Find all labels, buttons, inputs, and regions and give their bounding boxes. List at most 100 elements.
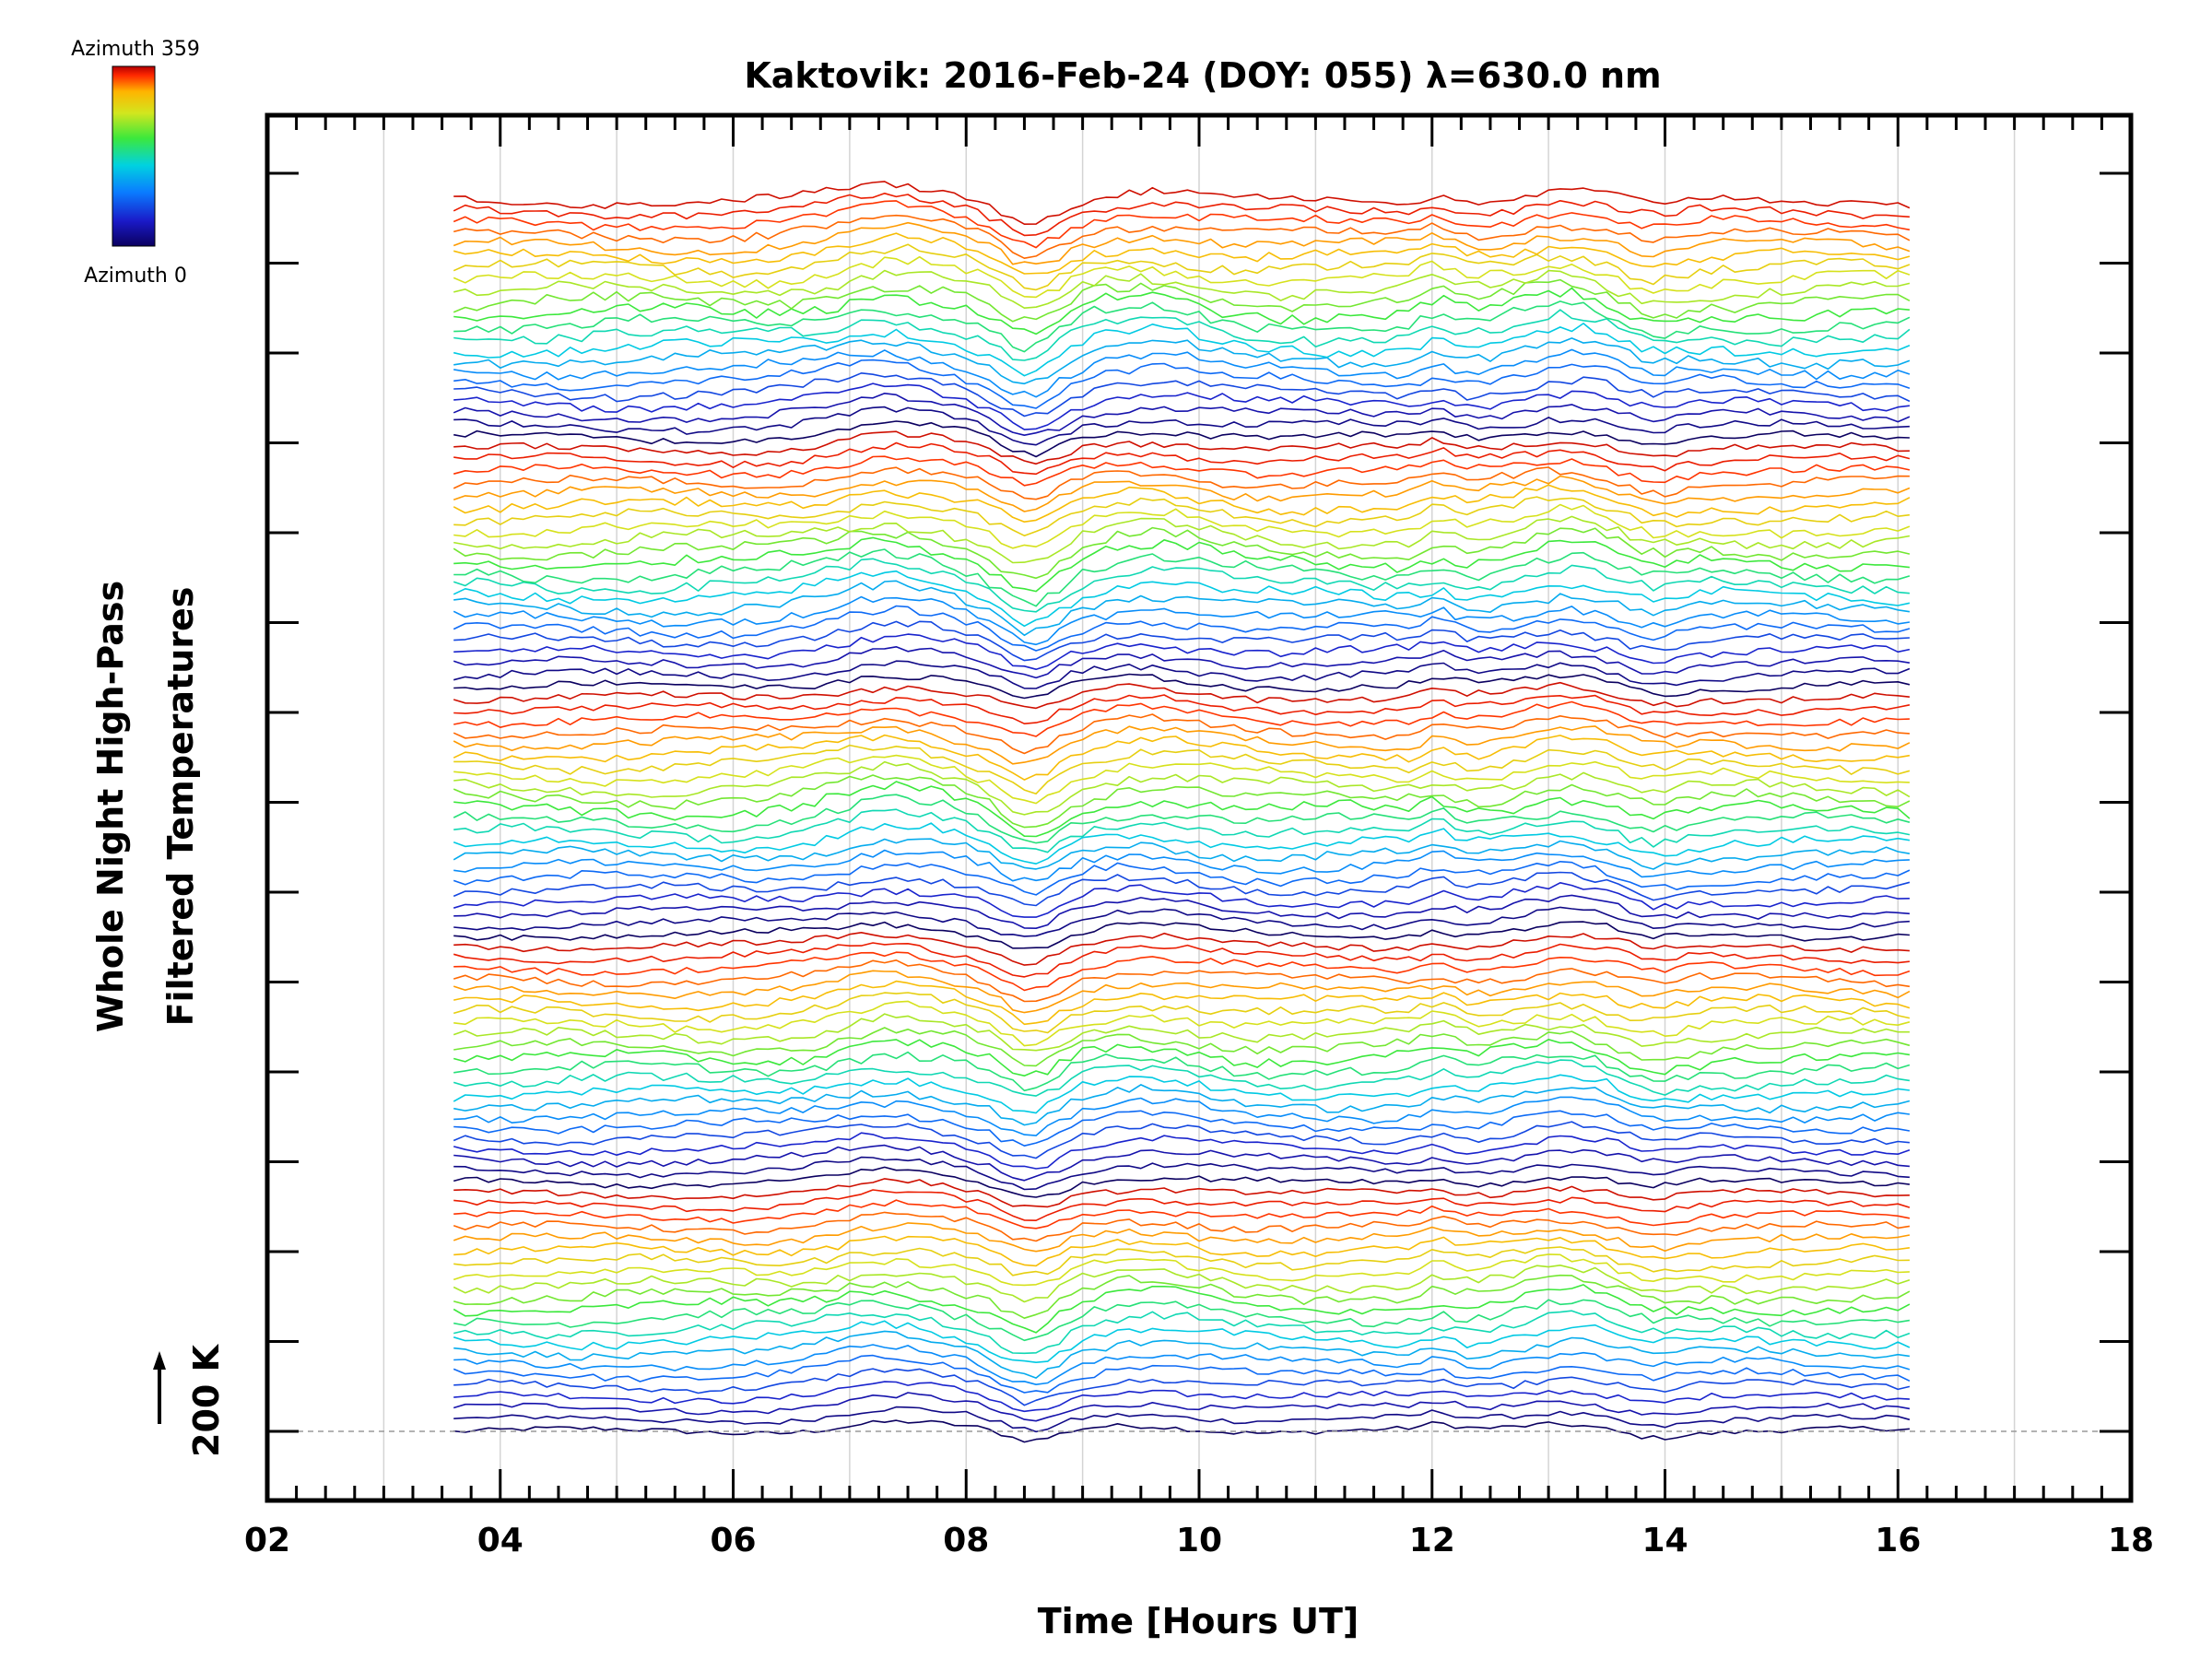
trace-zone1-az16	[453, 1235, 1911, 1267]
trace-zone4-az1	[453, 660, 1911, 689]
trace-zone3-az2	[453, 894, 1910, 930]
trace-zone1-az3	[453, 1381, 1910, 1413]
trace-zone5-az21	[453, 181, 1911, 225]
trace-zone1-az1	[453, 1406, 1911, 1433]
trace-zone4-az19	[453, 455, 1911, 487]
trace-zone2-az5	[453, 1110, 1911, 1147]
trace-zone5-az4	[453, 371, 1911, 418]
trace-zone4-az16	[453, 484, 1911, 524]
trace-zone3-az5	[453, 860, 1911, 896]
trace-zone2-az14	[453, 1000, 1911, 1047]
trace-zone2-az17	[453, 970, 1911, 1014]
trace-zone4-az6	[453, 595, 1911, 646]
trace-zone5-az12	[453, 278, 1911, 323]
x-tick-label: 12	[1409, 1522, 1455, 1559]
x-tick-label: 16	[1875, 1522, 1921, 1559]
trace-zone2-az12	[453, 1027, 1911, 1067]
trace-zone2-az8	[453, 1074, 1910, 1114]
trace-zone2-az21	[453, 931, 1910, 966]
x-tick-label: 02	[244, 1522, 290, 1559]
trace-zone1-az6	[453, 1344, 1911, 1385]
trace-zone4-az12	[453, 526, 1911, 580]
trace-zone3-az12	[453, 774, 1911, 829]
trace-zone3-az19	[453, 700, 1910, 737]
trace-zone5-az8	[453, 323, 1911, 377]
x-axis-label: Time [Hours UT]	[1038, 1601, 1359, 1641]
trace-zone2-az15	[453, 992, 1911, 1034]
trace-zone3-az16	[453, 734, 1911, 781]
trace-zone3-az20	[453, 694, 1911, 725]
trace-zone5-az20	[453, 193, 1910, 237]
trace-zone2-az19	[453, 951, 1911, 992]
trace-zone4-az17	[453, 475, 1911, 512]
trace-zone5-az3	[453, 382, 1910, 430]
trace-zone5-az15	[453, 243, 1911, 291]
trace-zone2-az18	[453, 959, 1911, 1003]
scale-indicator: 200 K	[153, 1343, 227, 1457]
trace-zone1-az15	[453, 1246, 1910, 1277]
trace-zone1-az10	[453, 1299, 1911, 1342]
trace-zone5-az18	[453, 214, 1911, 260]
trace-zone5-az7	[453, 337, 1911, 385]
trace-zone2-az9	[453, 1059, 1911, 1097]
trace-zone2-az10	[453, 1051, 1911, 1092]
trace-zone4-az18	[453, 466, 1910, 500]
trace-zone2-az20	[453, 942, 1910, 978]
trace-zone1-az4	[453, 1368, 1911, 1406]
trace-zone3-az17	[453, 725, 1911, 765]
trace-zone4-az20	[453, 441, 1911, 476]
x-tick-label: 14	[1641, 1522, 1688, 1559]
trace-zone3-az14	[453, 754, 1910, 805]
trace-zone2-az1	[453, 1156, 1910, 1191]
x-tick-label: 04	[477, 1522, 524, 1559]
colorbar: Azimuth 359 Azimuth 0	[71, 38, 200, 288]
x-tick-label: 06	[710, 1522, 756, 1559]
trace-zone1-az14	[453, 1253, 1910, 1287]
trace-zone1-az18	[453, 1211, 1911, 1242]
x-tick-label: 18	[2108, 1522, 2154, 1559]
trace-zone4-az9	[453, 558, 1910, 613]
colorbar-max-label: Azimuth 359	[71, 38, 200, 61]
trace-zone3-az6	[453, 849, 1910, 882]
trace-zone2-az16	[453, 980, 1911, 1026]
axis-ticks	[265, 115, 2133, 1500]
trace-zone4-az15	[453, 496, 1910, 537]
trace-zone3-az21	[453, 681, 1910, 710]
trace-zone4-az11	[453, 536, 1910, 593]
colorbar-gradient	[112, 65, 156, 247]
trace-zone2-az0	[453, 1166, 1910, 1198]
trace-zone5-az19	[453, 200, 1911, 249]
trace-zone1-az0	[453, 1419, 1910, 1443]
trace-zone4-az4	[453, 620, 1910, 662]
trace-zone3-az11	[453, 781, 1911, 838]
trace-zone3-az7	[453, 838, 1911, 870]
trace-zone1-az9	[453, 1310, 1911, 1355]
trace-zone1-az7	[453, 1330, 1911, 1379]
trace-zone1-az13	[453, 1265, 1911, 1303]
trace-zone3-az13	[453, 760, 1911, 816]
trace-zone1-az17	[453, 1222, 1911, 1253]
trace-zone3-az3	[453, 881, 1910, 918]
trace-zone1-az20	[453, 1189, 1911, 1221]
trace-zone2-az11	[453, 1039, 1911, 1077]
trace-zone4-az7	[453, 580, 1911, 637]
trace-zone5-az2	[453, 392, 1911, 437]
trace-zone5-az14	[453, 255, 1911, 299]
trace-zone4-az13	[453, 515, 1911, 564]
trace-zone4-az2	[453, 645, 1911, 679]
trace-zone3-az1	[453, 906, 1910, 937]
trace-zone1-az12	[453, 1274, 1911, 1319]
trace-zone5-az9	[453, 309, 1911, 361]
trace-zone1-az19	[453, 1199, 1911, 1230]
trace-zone4-az8	[453, 570, 1911, 628]
trace-zone5-az6	[453, 348, 1911, 398]
trace-zone2-az6	[453, 1096, 1911, 1136]
temperature-traces	[453, 181, 1911, 1443]
trace-zone1-az21	[453, 1178, 1910, 1208]
colorbar-min-label: Azimuth 0	[84, 265, 187, 288]
trace-zone3-az18	[453, 713, 1910, 755]
y-axis-label-line-1: Whole Night High-Pass	[90, 581, 131, 1032]
trace-zone2-az2	[453, 1144, 1910, 1182]
trace-zone4-az21	[453, 430, 1910, 465]
y-axis-label-line-2: Filtered Temperatures	[160, 587, 201, 1027]
